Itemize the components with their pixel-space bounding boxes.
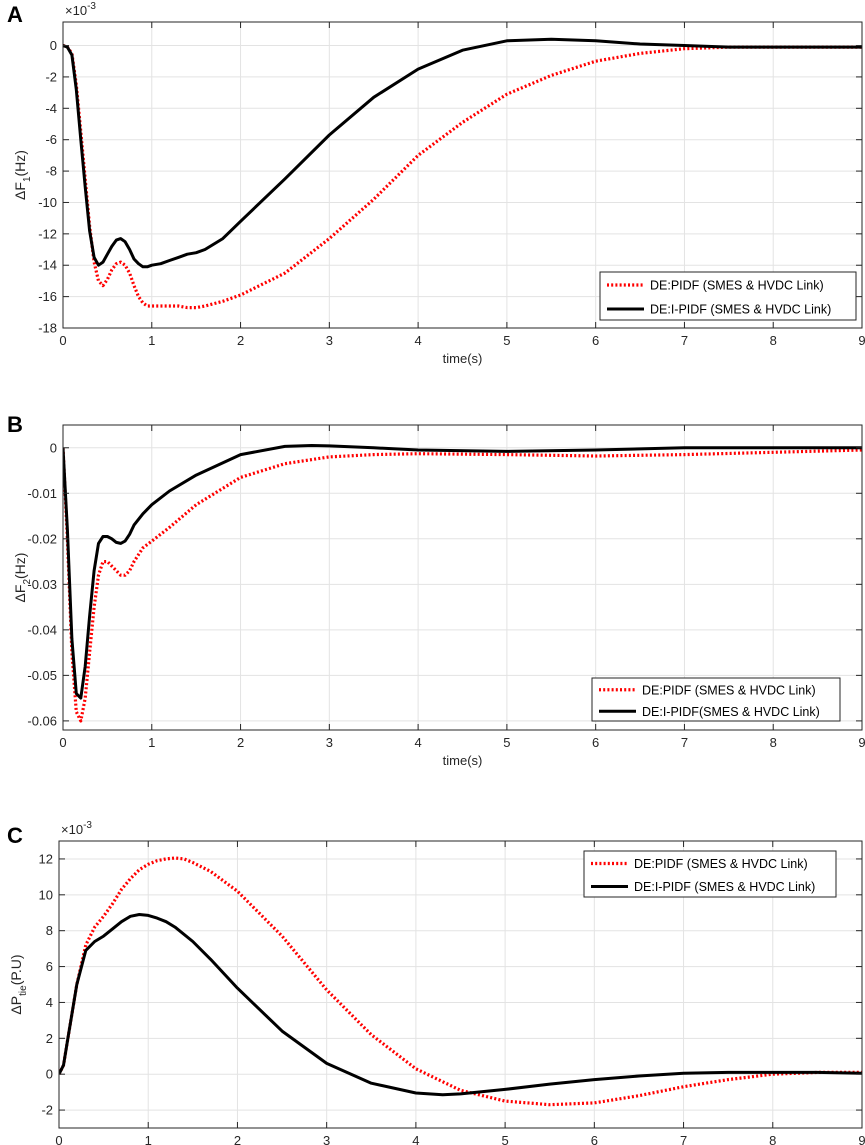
x-tick-label: 9 [858, 1133, 865, 1145]
x-tick-label: 0 [55, 1133, 62, 1145]
y-tick-label: -16 [38, 289, 57, 304]
legend: DE:PIDF (SMES & HVDC Link) DE:I-PIDF (SME… [600, 272, 856, 320]
x-tick-label: 6 [592, 333, 599, 348]
x-axis-label: time(s) [443, 351, 483, 366]
y-tick-label: -2 [41, 1103, 53, 1118]
y-tick-label: -2 [45, 69, 57, 84]
panel-c: 0123456789121086420-2×10-3time(s)ΔPtie(P… [7, 820, 865, 1145]
x-tick-label: 5 [503, 333, 510, 348]
panel-label: C [7, 823, 23, 848]
x-tick-label: 1 [145, 1133, 152, 1145]
legend: DE:PIDF (SMES & HVDC Link) DE:I-PIDF (SME… [584, 851, 836, 897]
x-tick-label: 0 [59, 735, 66, 750]
y-tick-label: 10 [39, 887, 53, 902]
x-tick-label: 7 [680, 1133, 687, 1145]
x-tick-label: 7 [681, 735, 688, 750]
x-tick-label: 4 [414, 333, 421, 348]
x-tick-label: 2 [234, 1133, 241, 1145]
y-tick-label: 0 [50, 440, 57, 455]
legend-entry: DE:I-PIDF (SMES & HVDC Link) [650, 303, 831, 317]
y-tick-label: -14 [38, 258, 57, 273]
x-tick-label: 5 [501, 1133, 508, 1145]
y-tick-label: 8 [46, 923, 53, 938]
y-tick-label: 0 [50, 38, 57, 53]
y-tick-label: -12 [38, 226, 57, 241]
x-tick-label: 3 [326, 735, 333, 750]
x-tick-label: 9 [858, 735, 865, 750]
y-tick-label: -8 [45, 164, 57, 179]
x-tick-label: 8 [769, 1133, 776, 1145]
x-tick-label: 2 [237, 333, 244, 348]
x-tick-label: 6 [592, 735, 599, 750]
y-axis-label: ΔF1(Hz) [12, 150, 33, 200]
x-tick-label: 9 [858, 333, 865, 348]
y-tick-label: -10 [38, 195, 57, 210]
x-tick-label: 7 [681, 333, 688, 348]
y-tick-label: -0.01 [27, 486, 57, 501]
y-tick-label: -0.06 [27, 713, 57, 728]
y-tick-label: -18 [38, 321, 57, 336]
y-tick-label: -6 [45, 132, 57, 147]
y-tick-label: 6 [46, 959, 53, 974]
legend: DE:PIDF (SMES & HVDC Link) DE:I-PIDF(SMES… [592, 678, 840, 721]
legend-entry: DE:PIDF (SMES & HVDC Link) [642, 683, 816, 697]
y-tick-label: 0 [46, 1067, 53, 1082]
x-tick-label: 2 [237, 735, 244, 750]
x-tick-label: 3 [323, 1133, 330, 1145]
legend-entry: DE:PIDF (SMES & HVDC Link) [650, 279, 824, 293]
x-tick-label: 8 [770, 333, 777, 348]
y-tick-label: 4 [46, 995, 53, 1010]
x-tick-label: 4 [412, 1133, 419, 1145]
legend-entry: DE:I-PIDF (SMES & HVDC Link) [634, 880, 815, 894]
x-tick-label: 0 [59, 333, 66, 348]
x-axis-label: time(s) [443, 753, 483, 768]
panel-a: 0 1 2 3 4 5 6 7 8 9 0 -2 -4 -6 -8 -10 -12 -14 -16 -18 ×10-3 t… [7, 1, 865, 366]
x-tick-label: 1 [148, 735, 155, 750]
x-tick-label: 5 [503, 735, 510, 750]
x-tick-label: 8 [770, 735, 777, 750]
y-axis-label: ΔPtie(P.U) [8, 954, 29, 1014]
y-tick-label: -4 [45, 101, 57, 116]
y-axis-exponent: ×10-3 [65, 1, 96, 18]
y-tick-label: -0.02 [27, 531, 57, 546]
x-tick-label: 6 [591, 1133, 598, 1145]
panel-label: A [7, 2, 23, 27]
legend-entry: DE:I-PIDF(SMES & HVDC Link) [642, 705, 820, 719]
y-tick-label: -0.04 [27, 622, 57, 637]
panel-b: 0 1 2 3 4 5 6 7 8 90-0.01-0.02-0.03-0.04-0.05-0.0… [7, 412, 865, 768]
figure-canvas: 0 1 2 3 4 5 6 7 8 90-2-4-6-8-10-12-14-16-18×10-3t… [0, 0, 865, 1145]
y-tick-label: 12 [39, 851, 53, 866]
x-tick-label: 1 [148, 333, 155, 348]
legend-entry: DE:PIDF (SMES & HVDC Link) [634, 857, 808, 871]
x-tick-label: 3 [326, 333, 333, 348]
y-tick-label: -0.05 [27, 668, 57, 683]
y-tick-label: 2 [46, 1031, 53, 1046]
y-axis-exponent: ×10-3 [61, 820, 92, 837]
panel-label: B [7, 412, 23, 437]
x-tick-label: 4 [414, 735, 421, 750]
